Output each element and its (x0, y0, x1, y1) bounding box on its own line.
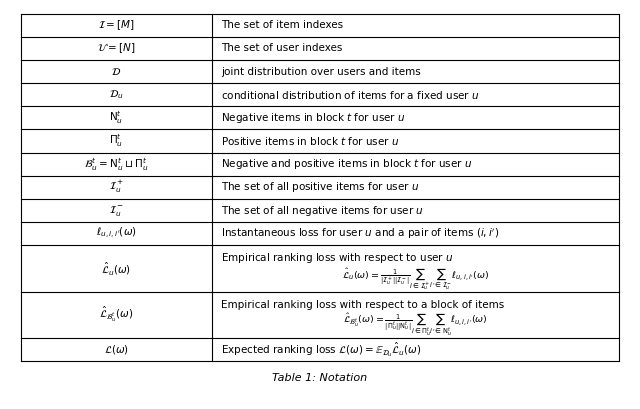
Text: $\mathrm{N}_u^t$: $\mathrm{N}_u^t$ (109, 110, 123, 126)
Text: $\hat{\mathcal{L}}_{\mathcal{B}_u^t}(\omega)$: $\hat{\mathcal{L}}_{\mathcal{B}_u^t}(\om… (99, 305, 133, 324)
Text: $\hat{\mathcal{L}}_u(\omega) = \frac{1}{|\mathcal{I}_u^+||\mathcal{I}_u^-|} \sum: $\hat{\mathcal{L}}_u(\omega) = \frac{1}{… (342, 266, 489, 292)
Text: $\Pi_u^t$: $\Pi_u^t$ (109, 133, 123, 149)
Text: $\mathcal{D}$: $\mathcal{D}$ (111, 66, 121, 77)
Text: $\mathcal{B}_u^t = \mathrm{N}_u^t \sqcup \Pi_u^t$: $\mathcal{B}_u^t = \mathrm{N}_u^t \sqcup… (84, 156, 148, 173)
Text: The set of user indexes: The set of user indexes (221, 43, 342, 53)
Text: $\ell_{u,i,i'}(\omega)$: $\ell_{u,i,i'}(\omega)$ (95, 226, 136, 241)
Text: $\mathcal{I} = [M]$: $\mathcal{I} = [M]$ (98, 18, 134, 32)
Text: The set of item indexes: The set of item indexes (221, 20, 343, 30)
Text: Empirical ranking loss with respect to user $u$: Empirical ranking loss with respect to u… (221, 251, 454, 265)
Text: The set of all positive items for user $u$: The set of all positive items for user $… (221, 180, 419, 194)
Text: $\hat{\mathcal{L}}_u(\omega)$: $\hat{\mathcal{L}}_u(\omega)$ (101, 260, 131, 277)
Text: $\mathcal{I}_u^-$: $\mathcal{I}_u^-$ (109, 204, 124, 218)
Text: $\mathcal{D}_u$: $\mathcal{D}_u$ (109, 88, 124, 101)
Text: Empirical ranking loss with respect to a block of items: Empirical ranking loss with respect to a… (221, 300, 504, 310)
Text: Positive items in block $t$ for user $u$: Positive items in block $t$ for user $u$ (221, 135, 399, 147)
Text: Negative and positive items in block $t$ for user $u$: Negative and positive items in block $t$… (221, 157, 472, 171)
Text: $\hat{\mathcal{L}}_{\mathcal{B}_u^t}(\omega) = \frac{1}{|\Pi_u^t||\mathrm{N}_u^t: $\hat{\mathcal{L}}_{\mathcal{B}_u^t}(\om… (343, 312, 488, 338)
Text: conditional distribution of items for a fixed user $u$: conditional distribution of items for a … (221, 89, 480, 101)
Text: The set of all negative items for user $u$: The set of all negative items for user $… (221, 204, 424, 218)
Text: Table 1: Notation: Table 1: Notation (273, 373, 367, 383)
Text: Negative items in block $t$ for user $u$: Negative items in block $t$ for user $u$ (221, 111, 406, 125)
Text: $\mathcal{I}_u^+$: $\mathcal{I}_u^+$ (109, 179, 124, 196)
Text: Instantaneous loss for user $u$ and a pair of items $(i, i')$: Instantaneous loss for user $u$ and a pa… (221, 227, 500, 241)
Text: Expected ranking loss $\mathcal{L}(\omega) = \mathbb{E}_{\mathcal{D}_u} \hat{\ma: Expected ranking loss $\mathcal{L}(\omeg… (221, 340, 422, 359)
Text: $\mathcal{L}(\omega)$: $\mathcal{L}(\omega)$ (104, 343, 129, 356)
Text: $\mathcal{U} = [N]$: $\mathcal{U} = [N]$ (97, 41, 135, 55)
Text: joint distribution over users and items: joint distribution over users and items (221, 67, 421, 76)
